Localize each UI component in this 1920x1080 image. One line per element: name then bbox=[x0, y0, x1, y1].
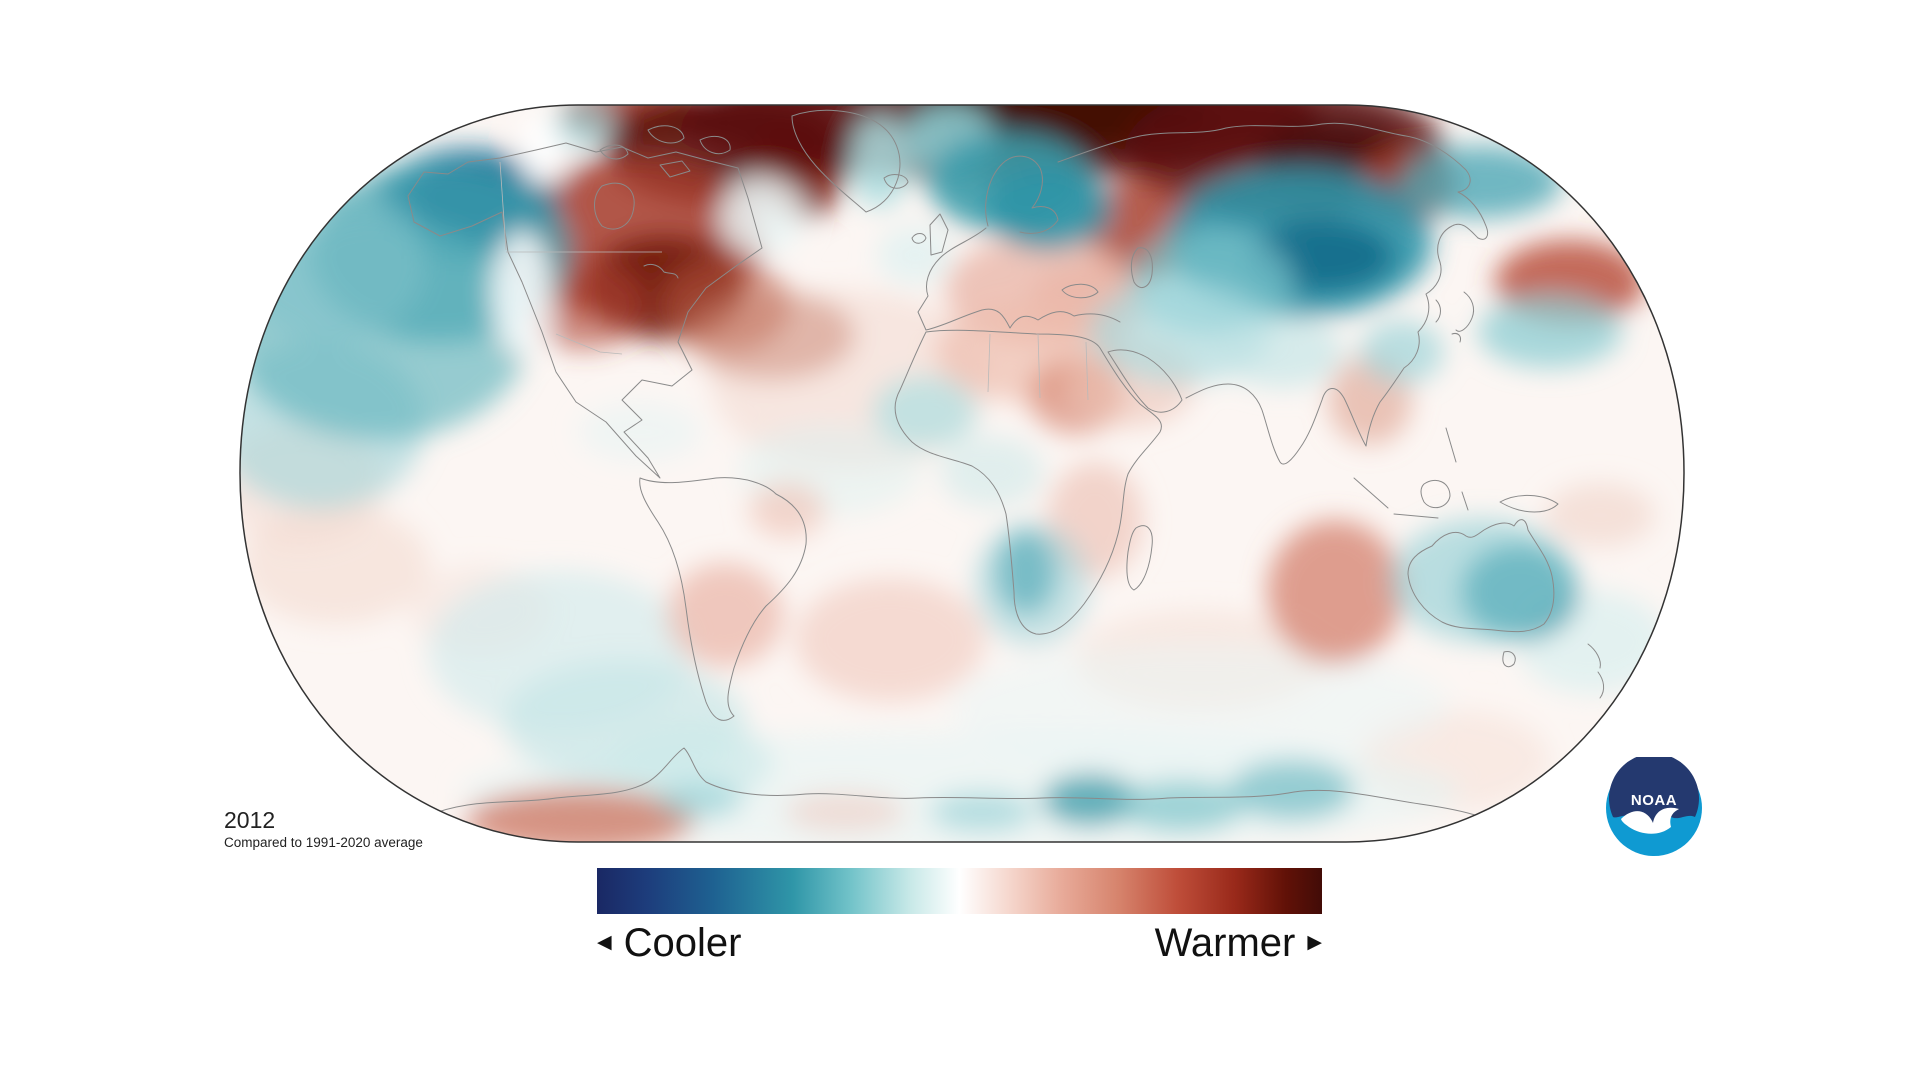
country-border bbox=[987, 333, 991, 393]
coastline bbox=[917, 227, 1121, 331]
anomaly-blob bbox=[1398, 146, 1562, 218]
anomaly-blob bbox=[1478, 296, 1622, 368]
coastline bbox=[1130, 247, 1153, 289]
anomaly-blob bbox=[785, 792, 905, 832]
coastline bbox=[1461, 491, 1469, 511]
coastline bbox=[929, 213, 949, 256]
coastline bbox=[791, 109, 901, 213]
country-border bbox=[555, 333, 623, 355]
coastline bbox=[639, 477, 807, 721]
anomaly-blob bbox=[667, 563, 783, 667]
coastline bbox=[911, 233, 927, 244]
anomaly-blob bbox=[608, 720, 772, 804]
coastline bbox=[599, 144, 629, 160]
anomaly-blob bbox=[850, 116, 910, 208]
coastlines bbox=[407, 109, 1605, 817]
cooler-label: Cooler bbox=[623, 920, 742, 965]
coastline bbox=[437, 747, 1479, 817]
anomaly-layer bbox=[240, 105, 1667, 842]
coastline bbox=[594, 182, 635, 230]
coastline bbox=[1587, 643, 1601, 669]
anomaly-blob bbox=[873, 376, 977, 448]
coastline bbox=[1353, 477, 1389, 509]
anomaly-blob bbox=[720, 175, 804, 255]
warmer-label: Warmer bbox=[1154, 920, 1296, 965]
coastline bbox=[1435, 299, 1441, 323]
anomaly-blob bbox=[1360, 320, 1444, 384]
title-block: 2012 Compared to 1991-2020 average bbox=[224, 808, 423, 851]
anomaly-blob bbox=[1390, 518, 1574, 642]
country-border bbox=[1037, 333, 1041, 399]
cooler-side: ◀ Cooler bbox=[597, 921, 741, 966]
coastline bbox=[1502, 651, 1516, 668]
coastline bbox=[1420, 480, 1451, 509]
coastline bbox=[1393, 513, 1439, 519]
country-border bbox=[499, 161, 507, 251]
coastline bbox=[1126, 525, 1153, 591]
coastline bbox=[1057, 122, 1489, 465]
anomaly-blob bbox=[1267, 520, 1403, 664]
coastline bbox=[1499, 495, 1559, 513]
right-arrow-icon: ▶ bbox=[1307, 932, 1322, 953]
coastline bbox=[647, 125, 685, 144]
coastline bbox=[1451, 333, 1461, 343]
anomaly-blob bbox=[578, 402, 702, 462]
anomaly-blob bbox=[1220, 316, 1344, 388]
coastline bbox=[659, 160, 691, 178]
legend-labels: ◀ Cooler Warmer ▶ bbox=[597, 920, 1322, 966]
anomaly-blob bbox=[492, 230, 552, 354]
coastline bbox=[894, 329, 1162, 635]
anomaly-blob bbox=[795, 578, 985, 702]
year-label: 2012 bbox=[224, 807, 276, 833]
coastline bbox=[1407, 519, 1555, 633]
noaa-logo-icon: NOAA bbox=[1606, 757, 1702, 856]
colorbar bbox=[597, 868, 1322, 914]
coastline bbox=[883, 174, 909, 189]
anomaly-blob bbox=[240, 505, 430, 625]
anomaly-blob bbox=[950, 643, 1450, 767]
left-arrow-icon: ◀ bbox=[597, 932, 612, 953]
noaa-gull-icon bbox=[1621, 807, 1679, 834]
coastline bbox=[1445, 427, 1457, 463]
anomaly-blob bbox=[1042, 774, 1138, 826]
anomaly-blob bbox=[1120, 780, 1244, 832]
anomaly-blob bbox=[685, 290, 855, 380]
coastline bbox=[407, 142, 763, 479]
anomaly-blob bbox=[749, 482, 825, 538]
coastline bbox=[1061, 283, 1099, 299]
noaa-logo-sky bbox=[1609, 757, 1699, 825]
anomaly-blob bbox=[465, 788, 695, 842]
map-outline bbox=[239, 104, 1685, 843]
anomaly-blob bbox=[240, 182, 425, 342]
warmer-side: Warmer ▶ bbox=[1155, 921, 1322, 966]
anomaly-blob bbox=[877, 225, 953, 285]
anomaly-blob bbox=[658, 782, 742, 818]
coastline bbox=[1597, 671, 1605, 699]
coastline bbox=[643, 263, 679, 279]
anomaly-blob bbox=[974, 523, 1090, 647]
anomaly-blob bbox=[555, 105, 615, 150]
noaa-logo-text: NOAA bbox=[1631, 792, 1677, 809]
coastline bbox=[985, 155, 1059, 234]
anomaly-blob bbox=[1545, 483, 1655, 547]
anomaly-blob bbox=[1230, 760, 1354, 820]
anomaly-blob bbox=[940, 436, 1044, 508]
anomaly-blob bbox=[930, 792, 1034, 832]
coastline bbox=[699, 135, 731, 155]
country-borders bbox=[499, 161, 1089, 401]
coastline bbox=[1455, 291, 1475, 332]
coastline bbox=[1107, 349, 1183, 413]
subtitle-label: Compared to 1991-2020 average bbox=[224, 835, 423, 850]
country-border bbox=[1085, 341, 1089, 401]
